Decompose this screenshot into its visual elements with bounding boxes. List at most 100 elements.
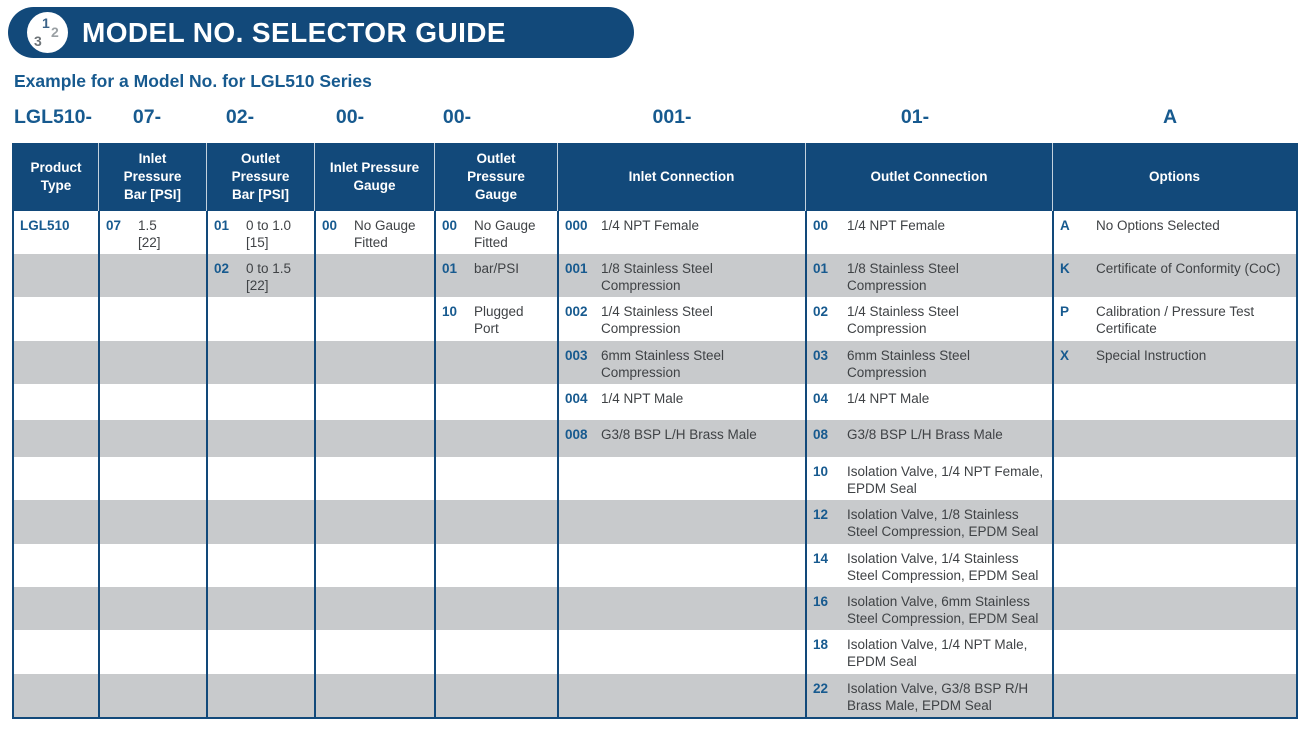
table-cell bbox=[434, 587, 557, 630]
table-cell bbox=[557, 500, 805, 544]
table-cell bbox=[1052, 384, 1296, 420]
option-description: Isolation Valve, 6mm Stainless Steel Com… bbox=[847, 594, 1039, 627]
column-header-label: Outlet Pressure Gauge bbox=[467, 151, 525, 202]
table-cell bbox=[434, 384, 557, 420]
column-header: Inlet Pressure Bar [PSI] bbox=[98, 143, 206, 211]
table-cell bbox=[314, 384, 434, 420]
model-segment-1: LGL510- bbox=[13, 106, 93, 128]
model-selector-table: Product Type Inlet Pressure Bar [PSI] Outl… bbox=[12, 143, 1298, 719]
table-cell: 004 1/4 NPT Male bbox=[557, 384, 805, 420]
option-code: X bbox=[1060, 348, 1070, 363]
option-code: P bbox=[1060, 304, 1070, 319]
table-cell: 18 Isolation Valve, 1/4 NPT Male, EPDM Se… bbox=[805, 630, 1052, 674]
table-cell: 00 No Gauge Fitted bbox=[434, 211, 557, 254]
option-code: 001 bbox=[565, 261, 588, 276]
table-cell: 03 6mm Stainless Steel Compression bbox=[805, 341, 1052, 384]
table-cell: 01 0 to 1.0 [15] bbox=[206, 211, 314, 254]
table-cell bbox=[206, 457, 314, 500]
option-description: 1.5 [22] bbox=[138, 218, 161, 251]
option-description: No Gauge Fitted bbox=[474, 218, 536, 251]
option-code: 08 bbox=[813, 427, 829, 442]
model-segment-3: 02- bbox=[225, 106, 255, 128]
option-code: 00 bbox=[322, 218, 338, 233]
option-description: Isolation Valve, 1/4 NPT Female, EPDM Se… bbox=[847, 464, 1044, 497]
column-header: Outlet Pressure Gauge bbox=[434, 143, 557, 211]
table-cell: 02 0 to 1.5 [22] bbox=[206, 254, 314, 297]
table-cell bbox=[14, 384, 98, 420]
table-cell: 14 Isolation Valve, 1/4 Stainless Steel C… bbox=[805, 544, 1052, 587]
table-cell: 00 No Gauge Fitted bbox=[314, 211, 434, 254]
table-cell: 008 G3/8 BSP L/H Brass Male bbox=[557, 420, 805, 457]
model-segment-8: A bbox=[1162, 106, 1178, 128]
table-cell: 10 Plugged Port bbox=[434, 297, 557, 341]
column-header: Product Type bbox=[14, 143, 98, 211]
column-header: Outlet Pressure Bar [PSI] bbox=[206, 143, 314, 211]
model-segment-5: 00- bbox=[442, 106, 472, 128]
option-description: Isolation Valve, 1/8 Stainless Steel Com… bbox=[847, 507, 1039, 540]
table-cell bbox=[314, 544, 434, 587]
table-cell bbox=[314, 674, 434, 717]
table-cell bbox=[206, 384, 314, 420]
table-cell bbox=[434, 341, 557, 384]
table-cell bbox=[98, 254, 206, 297]
option-code: 07 bbox=[106, 218, 122, 233]
table-cell bbox=[206, 420, 314, 457]
table-cell: P Calibration / Pressure Test Certificate bbox=[1052, 297, 1296, 341]
table-cell bbox=[314, 341, 434, 384]
table-cell bbox=[1052, 630, 1296, 674]
option-code: 00 bbox=[813, 218, 829, 233]
option-description: Calibration / Pressure Test Certificate bbox=[1096, 304, 1255, 337]
table-cell: 07 1.5 [22] bbox=[98, 211, 206, 254]
column-header: Inlet Pressure Gauge bbox=[314, 143, 434, 211]
table-cell bbox=[314, 420, 434, 457]
table-cell bbox=[434, 630, 557, 674]
table-cell bbox=[557, 587, 805, 630]
option-description: bar/PSI bbox=[474, 261, 520, 276]
option-description: 1/4 Stainless Steel Compression bbox=[847, 304, 959, 337]
option-description: 6mm Stainless Steel Compression bbox=[601, 348, 725, 381]
column-header-label: Inlet Connection bbox=[628, 169, 735, 185]
option-code: 16 bbox=[813, 594, 829, 609]
option-description: 1/4 NPT Male bbox=[601, 391, 684, 406]
option-description: Plugged Port bbox=[474, 304, 524, 337]
option-description: G3/8 BSP L/H Brass Male bbox=[847, 427, 1003, 442]
table-cell bbox=[434, 674, 557, 717]
option-code: 00 bbox=[442, 218, 458, 233]
table-cell bbox=[557, 674, 805, 717]
step-number-3: 3 bbox=[34, 33, 42, 49]
table-cell bbox=[14, 500, 98, 544]
table-cell bbox=[14, 587, 98, 630]
selector-steps-icon: 1 2 3 bbox=[27, 12, 68, 53]
table-cell bbox=[14, 630, 98, 674]
table-cell: 04 1/4 NPT Male bbox=[805, 384, 1052, 420]
option-description: Isolation Valve, G3/8 BSP R/H Brass Male… bbox=[847, 681, 1029, 714]
option-description: 1/4 NPT Female bbox=[847, 218, 946, 233]
option-code: 14 bbox=[813, 551, 829, 566]
table-cell bbox=[206, 630, 314, 674]
option-description: 1/4 Stainless Steel Compression bbox=[601, 304, 713, 337]
table-cell: 003 6mm Stainless Steel Compression bbox=[557, 341, 805, 384]
column-header-label: Options bbox=[1149, 169, 1200, 185]
option-description: 1/8 Stainless Steel Compression bbox=[847, 261, 959, 294]
table-cell bbox=[98, 341, 206, 384]
table-cell bbox=[314, 500, 434, 544]
table-cell bbox=[557, 630, 805, 674]
table-cell: 16 Isolation Valve, 6mm Stainless Steel C… bbox=[805, 587, 1052, 630]
table-cell bbox=[314, 297, 434, 341]
table-cell bbox=[98, 420, 206, 457]
table-cell bbox=[1052, 500, 1296, 544]
model-segment-6: 001- bbox=[652, 106, 692, 128]
table-cell: A No Options Selected bbox=[1052, 211, 1296, 254]
table-cell bbox=[98, 384, 206, 420]
table-cell bbox=[1052, 674, 1296, 717]
option-code: 004 bbox=[565, 391, 588, 406]
step-number-1: 1 bbox=[42, 15, 50, 31]
table-cell bbox=[98, 587, 206, 630]
table-cell: 22 Isolation Valve, G3/8 BSP R/H Brass Ma… bbox=[805, 674, 1052, 717]
option-description: 1/8 Stainless Steel Compression bbox=[601, 261, 713, 294]
table-cell bbox=[434, 544, 557, 587]
table-cell bbox=[14, 544, 98, 587]
option-code: 02 bbox=[214, 261, 230, 276]
option-description: Certificate of Conformity (CoC) bbox=[1096, 261, 1281, 276]
option-description: 1/4 NPT Female bbox=[601, 218, 700, 233]
